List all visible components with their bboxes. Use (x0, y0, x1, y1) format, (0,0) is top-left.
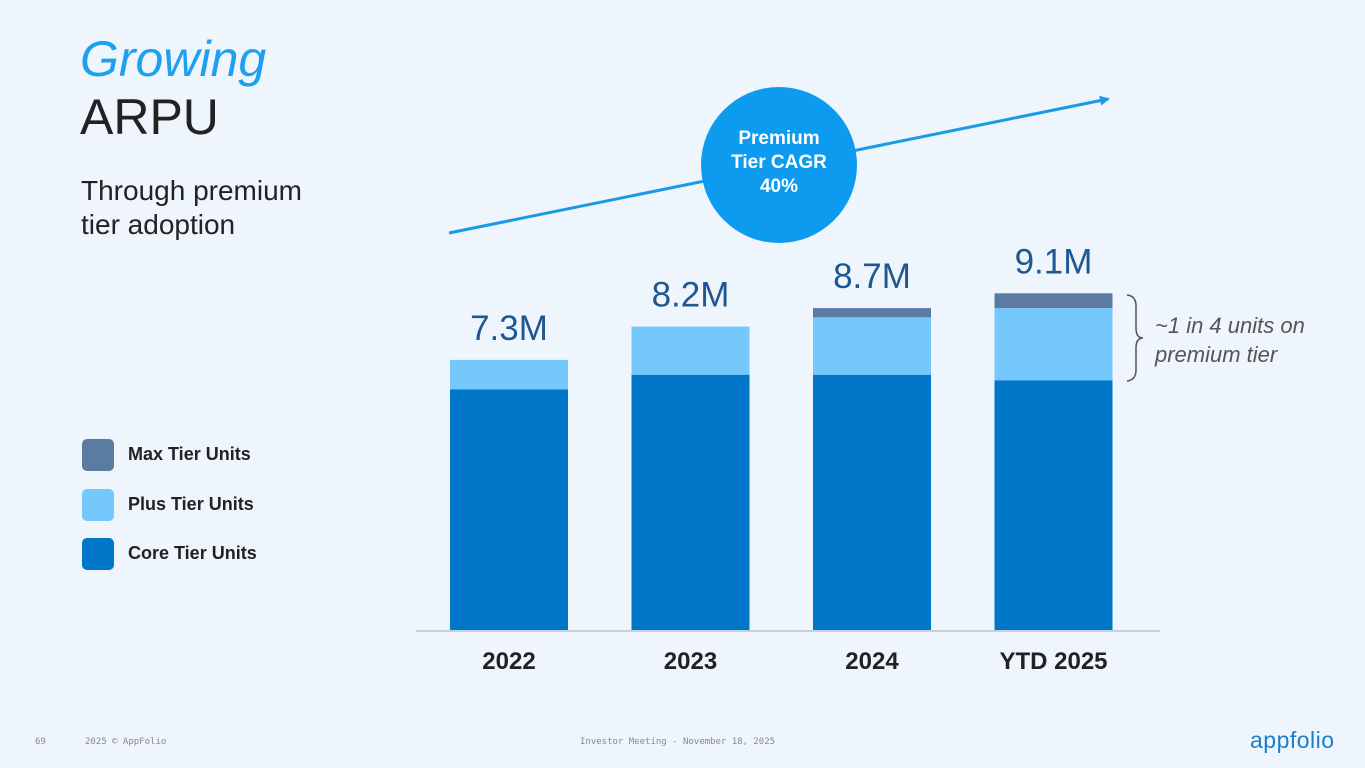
event: Investor Meeting - November 18, 2025 (580, 737, 776, 747)
total-label: 7.3M (470, 309, 548, 348)
bar-segment (631, 374, 750, 630)
legend-label: Max Tier Units (128, 444, 251, 464)
total-label: 8.7M (833, 257, 911, 296)
bar-segment (450, 389, 568, 630)
legend-label: Plus Tier Units (128, 493, 254, 514)
total-label: 8.2M (652, 276, 730, 315)
x-tick-label: 2022 (482, 648, 535, 675)
bar-segment (631, 326, 750, 375)
bar-segment (994, 293, 1113, 309)
bracket (1126, 294, 1144, 382)
legend-label: Core Tier Units (128, 543, 257, 563)
x-tick-label: YTD 2025 (999, 648, 1107, 675)
callout-line: Premium (738, 128, 820, 149)
callout-bubble (701, 87, 857, 243)
title: Growing (80, 31, 267, 87)
bar-segment (813, 374, 931, 630)
bracket-note: ~1 in 4 units on premium tier (1155, 313, 1305, 367)
bar-segment (994, 308, 1113, 381)
legend-swatch (82, 488, 114, 521)
subtitle: Through premium tier adoption (81, 175, 302, 240)
bar-segment (813, 317, 931, 375)
copyright: 2025 © AppFolio (85, 737, 167, 747)
bar-segment (994, 380, 1113, 630)
title: ARPU (80, 89, 219, 145)
x-tick-label: 2024 (845, 648, 899, 675)
callout-line: 40% (759, 176, 799, 197)
bar-segment (813, 308, 931, 318)
legend-swatch (82, 439, 114, 471)
total-label: 9.1M (1015, 242, 1093, 281)
callout-text: Premium Tier CAGR 40% (701, 127, 857, 199)
bar-segment (450, 359, 568, 390)
callout-line: Tier CAGR (731, 152, 827, 173)
x-tick-label: 2023 (664, 648, 717, 675)
logo: appfolio (1250, 727, 1335, 753)
legend-swatch (82, 538, 114, 570)
page-number: 69 (35, 737, 46, 747)
